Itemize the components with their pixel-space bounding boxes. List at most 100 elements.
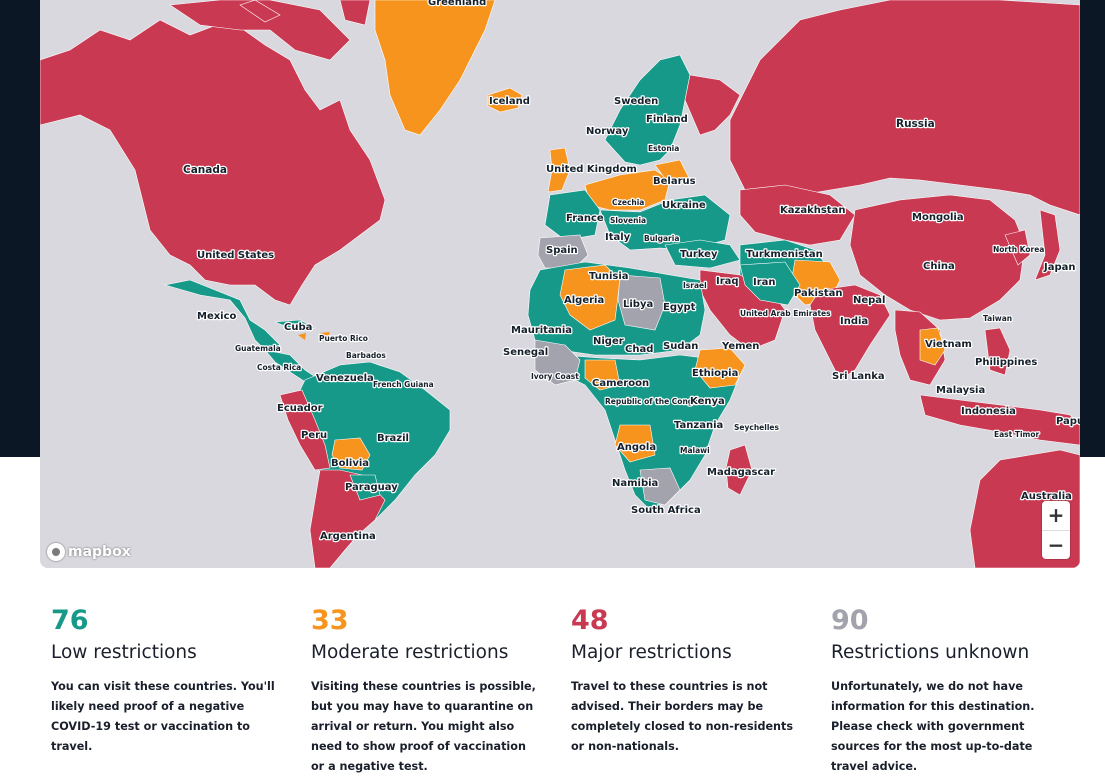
uk[interactable] <box>547 147 571 193</box>
label-puerto-rico[interactable]: Puerto Rico <box>318 333 369 344</box>
label-east-timor[interactable]: East Timor <box>993 429 1041 440</box>
cameroon-orange[interactable] <box>584 359 621 391</box>
label-australia[interactable]: Australia <box>1020 490 1073 503</box>
label-malaysia[interactable]: Malaysia <box>935 384 987 397</box>
label-peru[interactable]: Peru <box>300 429 329 442</box>
label-turkmenistan[interactable]: Turkmenistan <box>745 248 824 261</box>
label-egypt[interactable]: Egypt <box>662 301 697 314</box>
label-sudan[interactable]: Sudan <box>662 340 700 353</box>
label-paraguay[interactable]: Paraguay <box>344 481 400 494</box>
label-malawi[interactable]: Malawi <box>679 445 711 456</box>
japan-korea[interactable] <box>1004 209 1061 281</box>
label-costa-rica[interactable]: Costa Rica <box>256 362 303 373</box>
label-brazil[interactable]: Brazil <box>376 432 410 445</box>
algeria[interactable] <box>559 264 621 331</box>
kazakhstan[interactable] <box>739 184 856 246</box>
label-russia[interactable]: Russia <box>895 117 936 131</box>
label-namibia[interactable]: Namibia <box>611 477 660 490</box>
eastern-europe-teal[interactable] <box>599 194 731 251</box>
label-czechia[interactable]: Czechia <box>611 197 646 208</box>
label-papua-new-guinea[interactable]: Papua New Guinea <box>1055 415 1080 428</box>
label-madagascar[interactable]: Madagascar <box>706 466 777 479</box>
greenland[interactable] <box>374 0 496 136</box>
label-tanzania[interactable]: Tanzania <box>673 419 725 432</box>
label-philippines[interactable]: Philippines <box>974 356 1039 369</box>
label-barbados[interactable]: Barbados <box>345 350 388 361</box>
vietnam[interactable] <box>919 327 946 366</box>
label-slovenia[interactable]: Slovenia <box>609 215 647 226</box>
label-united-arab-emirates[interactable]: United Arab Emirates <box>739 308 833 319</box>
label-north-korea[interactable]: North Korea <box>992 244 1046 255</box>
label-cameroon[interactable]: Cameroon <box>591 377 650 390</box>
world-map[interactable]: Greenland Iceland Sweden Finland Norway … <box>40 0 1080 568</box>
label-italy[interactable]: Italy <box>604 231 632 244</box>
caribbean-orange[interactable] <box>298 332 330 340</box>
label-angola[interactable]: Angola <box>616 441 657 454</box>
label-greenland[interactable]: Greenland <box>427 0 488 9</box>
label-tunisia[interactable]: Tunisia <box>588 270 630 283</box>
label-china[interactable]: China <box>922 260 956 273</box>
label-venezuela[interactable]: Venezuela <box>315 372 375 385</box>
finland-russia-border[interactable] <box>684 74 741 136</box>
label-india[interactable]: India <box>839 315 870 328</box>
label-argentina[interactable]: Argentina <box>319 530 377 543</box>
label-ecuador[interactable]: Ecuador <box>276 402 324 415</box>
label-pakistan[interactable]: Pakistan <box>793 287 844 300</box>
label-sweden[interactable]: Sweden <box>613 95 660 108</box>
label-mexico[interactable]: Mexico <box>196 310 238 323</box>
bolivia[interactable] <box>331 437 371 471</box>
label-france[interactable]: France <box>565 212 605 225</box>
label-norway[interactable]: Norway <box>585 125 630 138</box>
map-canvas[interactable]: Greenland Iceland Sweden Finland Norway … <box>40 0 1080 568</box>
label-republic-of-the-congo[interactable]: Republic of the Congo <box>604 396 700 407</box>
label-belarus[interactable]: Belarus <box>652 175 697 188</box>
label-guatemala[interactable]: Guatemala <box>234 343 282 354</box>
france-teal[interactable] <box>544 189 601 241</box>
label-bulgaria[interactable]: Bulgaria <box>643 233 681 244</box>
madagascar[interactable] <box>725 444 753 496</box>
label-israel[interactable]: Israel <box>682 280 708 291</box>
iceland[interactable] <box>487 87 523 113</box>
cuba[interactable] <box>274 319 317 331</box>
north-america-red[interactable] <box>40 19 386 306</box>
label-seychelles[interactable]: Seychelles <box>733 422 781 433</box>
label-japan[interactable]: Japan <box>1042 261 1077 274</box>
zoom-in-button[interactable]: + <box>1042 501 1070 530</box>
peru-ecuador-red[interactable] <box>279 389 331 471</box>
ethiopia[interactable] <box>694 347 746 389</box>
label-estonia[interactable]: Estonia <box>647 143 681 154</box>
label-vietnam[interactable]: Vietnam <box>924 338 973 351</box>
libya[interactable] <box>617 274 666 331</box>
label-mauritania[interactable]: Mauritania <box>510 324 573 337</box>
mexico[interactable] <box>164 279 281 351</box>
label-ukraine[interactable]: Ukraine <box>661 199 707 212</box>
india[interactable] <box>809 284 891 381</box>
label-libya[interactable]: Libya <box>622 298 655 311</box>
label-iceland[interactable]: Iceland <box>488 95 531 108</box>
label-cuba[interactable]: Cuba <box>283 321 314 334</box>
label-iran[interactable]: Iran <box>752 276 777 289</box>
philippines[interactable] <box>984 327 1011 376</box>
label-united-states[interactable]: United States <box>196 249 276 262</box>
label-bolivia[interactable]: Bolivia <box>330 457 370 470</box>
label-indonesia[interactable]: Indonesia <box>960 405 1017 418</box>
label-kenya[interactable]: Kenya <box>689 395 726 408</box>
belarus[interactable] <box>654 159 691 186</box>
label-senegal[interactable]: Senegal <box>502 346 550 359</box>
label-turkey[interactable]: Turkey <box>679 248 719 261</box>
label-algeria[interactable]: Algeria <box>563 294 606 307</box>
label-united-kingdom[interactable]: United Kingdom <box>545 163 638 176</box>
angola[interactable] <box>614 424 656 463</box>
arctic-islands-red[interactable] <box>169 0 371 61</box>
label-kazakhstan[interactable]: Kazakhstan <box>779 204 847 217</box>
label-sri-lanka[interactable]: Sri Lanka <box>831 370 886 383</box>
label-niger[interactable]: Niger <box>592 335 625 348</box>
label-nepal[interactable]: Nepal <box>852 294 887 307</box>
zoom-out-button[interactable]: − <box>1042 531 1070 560</box>
mapbox-attribution[interactable]: mapbox <box>47 543 131 561</box>
label-south-africa[interactable]: South Africa <box>630 504 702 517</box>
west-africa-gray[interactable] <box>534 339 581 386</box>
label-canada[interactable]: Canada <box>182 163 228 177</box>
label-chad[interactable]: Chad <box>624 343 655 356</box>
label-ethiopia[interactable]: Ethiopia <box>691 367 740 380</box>
